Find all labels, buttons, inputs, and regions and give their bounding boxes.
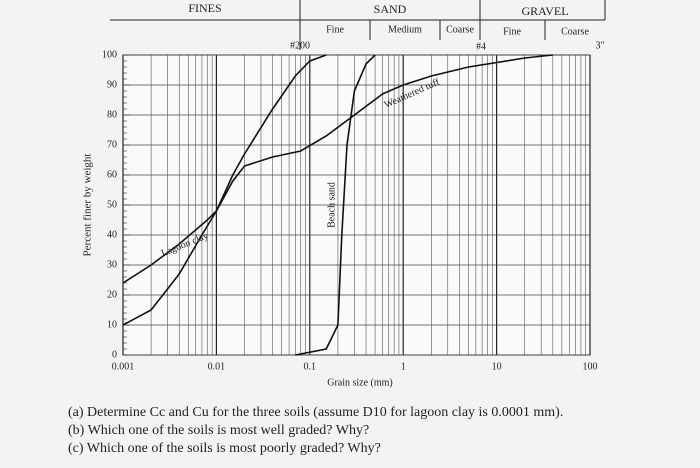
sieve-label: #4 bbox=[476, 41, 486, 52]
y-tick-label: 100 bbox=[102, 49, 117, 60]
header bbox=[110, 0, 606, 50]
y-tick-label: 70 bbox=[107, 139, 117, 150]
question: (a) Determine Cc and Cu for the three so… bbox=[68, 405, 564, 420]
header-subgroup: Coarse bbox=[561, 26, 589, 37]
series-line bbox=[122, 54, 553, 284]
x-tick-label: 0.001 bbox=[112, 361, 135, 372]
x-axis-title: Grain size (mm) bbox=[327, 377, 393, 388]
header-subgroup: Fine bbox=[326, 24, 344, 35]
y-tick-label: 0 bbox=[112, 349, 117, 360]
series-label: Beach sand bbox=[326, 182, 337, 228]
y-tick-label: 30 bbox=[107, 259, 117, 270]
question: (b) Which one of the soils is most well … bbox=[68, 423, 370, 438]
series-line bbox=[295, 54, 376, 356]
sieve-label: 3" bbox=[595, 40, 604, 51]
sieve-label: #200 bbox=[290, 40, 310, 51]
y-tick-label: 20 bbox=[107, 289, 117, 300]
x-tick-label: 100 bbox=[583, 361, 598, 372]
header-group: GRAVEL bbox=[521, 4, 568, 18]
x-tick-label: 0.1 bbox=[304, 361, 317, 372]
header-subgroup: Medium bbox=[388, 24, 422, 35]
y-tick-label: 60 bbox=[107, 169, 117, 180]
series-line bbox=[122, 54, 327, 326]
x-tick-label: 10 bbox=[492, 361, 502, 372]
header-group: FINES bbox=[188, 1, 221, 15]
y-tick-label: 80 bbox=[107, 109, 117, 120]
y-tick-label: 10 bbox=[107, 319, 117, 330]
header-subgroup: Fine bbox=[503, 26, 521, 37]
x-tick-label: 1 bbox=[401, 361, 406, 372]
y-tick-label: 40 bbox=[107, 229, 117, 240]
y-tick-label: 90 bbox=[107, 79, 117, 90]
header-subgroup: Coarse bbox=[446, 24, 474, 35]
question: (c) Which one of the soils is most poorl… bbox=[68, 441, 381, 456]
y-axis-title: Percent finer by weight bbox=[82, 154, 94, 257]
x-tick-label: 0.01 bbox=[208, 361, 226, 372]
header-group: SAND bbox=[374, 2, 407, 16]
y-tick-label: 50 bbox=[107, 199, 117, 210]
